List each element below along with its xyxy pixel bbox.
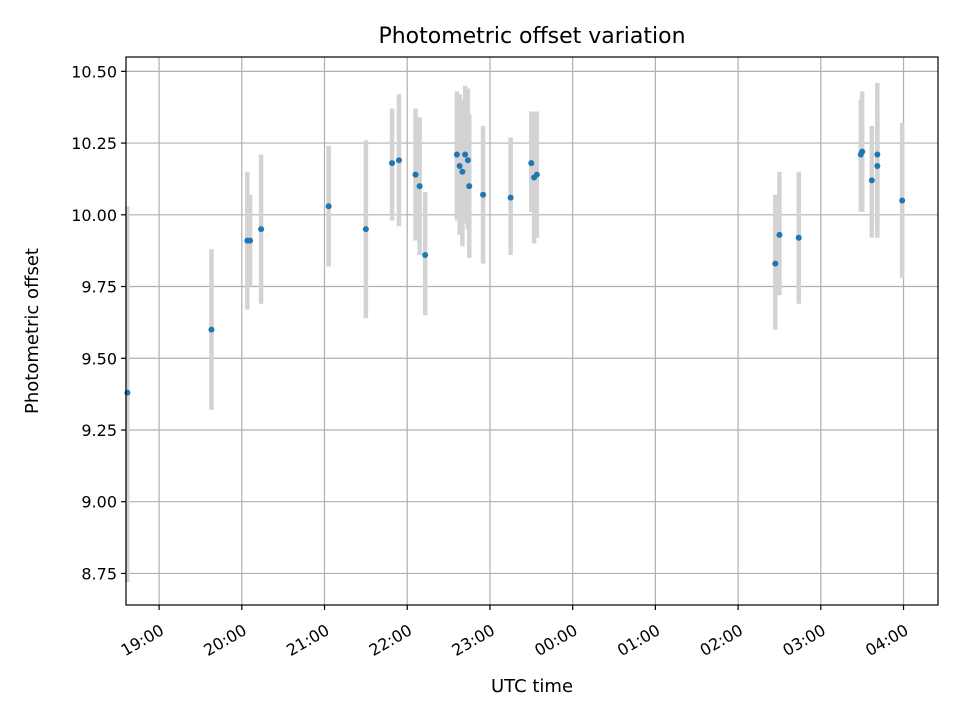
x-tick-label: 20:00 <box>200 620 249 660</box>
data-point <box>258 226 265 233</box>
data-point <box>395 157 402 164</box>
x-tick-label: 21:00 <box>283 620 332 660</box>
x-tick-label: 22:00 <box>366 620 415 660</box>
data-point <box>868 177 875 184</box>
y-tick-label: 8.75 <box>81 564 117 583</box>
data-point <box>480 191 487 198</box>
data-point <box>362 226 369 233</box>
error-bars <box>125 82 905 583</box>
data-point <box>459 168 466 175</box>
data-point <box>533 171 540 178</box>
chart-title: Photometric offset variation <box>378 24 685 49</box>
data-point <box>208 326 215 333</box>
data-point <box>899 197 906 204</box>
data-point <box>247 237 254 244</box>
x-tick-label: 19:00 <box>118 620 167 660</box>
data-point <box>124 389 131 396</box>
data-point <box>389 160 396 167</box>
y-tick-label: 9.25 <box>81 421 117 440</box>
data-point <box>325 203 332 210</box>
data-point <box>466 183 473 190</box>
data-point <box>422 251 429 258</box>
data-point <box>772 260 779 267</box>
plot-frame <box>125 56 939 606</box>
data-point <box>795 234 802 241</box>
y-tick-label: 10.00 <box>71 206 117 225</box>
axis-ticks: 19:00 20:00 21:00 22:00 23:00 00:00 01:00 02:00… <box>71 62 911 660</box>
data-point <box>874 163 881 170</box>
y-axis-label: Photometric offset <box>22 248 43 414</box>
data-point <box>859 148 866 155</box>
x-tick-label: 01:00 <box>614 620 663 660</box>
x-tick-label: 23:00 <box>449 620 498 660</box>
y-tick-label: 10.50 <box>71 62 117 81</box>
x-tick-label: 04:00 <box>862 620 911 660</box>
data-point <box>528 160 535 167</box>
data-point <box>507 194 514 201</box>
x-axis-label: UTC time <box>491 676 573 697</box>
y-tick-label: 9.50 <box>81 349 117 368</box>
y-tick-label: 9.00 <box>81 493 117 512</box>
x-tick-label: 02:00 <box>697 620 746 660</box>
x-tick-label: 00:00 <box>531 620 580 660</box>
data-point <box>416 183 423 190</box>
data-point <box>874 151 881 158</box>
data-point <box>462 151 469 158</box>
data-point <box>464 157 471 164</box>
x-tick-label: 03:00 <box>779 620 828 660</box>
data-point <box>412 171 419 178</box>
data-point <box>776 231 783 238</box>
y-tick-label: 10.25 <box>71 134 117 153</box>
data-point <box>453 151 460 158</box>
data-point <box>456 163 463 170</box>
y-tick-label: 9.75 <box>81 278 117 297</box>
